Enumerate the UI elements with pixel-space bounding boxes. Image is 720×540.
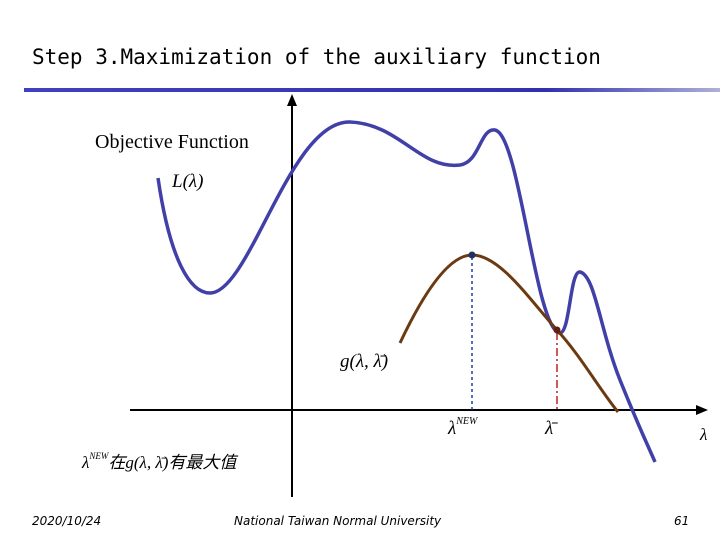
touch-point <box>553 326 561 334</box>
axis-label: λ <box>699 425 707 444</box>
note: λNEW在g(λ, λ̄)有最大值 <box>81 451 238 472</box>
arrow <box>696 405 708 415</box>
page-number: 61 <box>674 514 689 528</box>
lambda: λ <box>447 418 456 439</box>
lambda: λ <box>81 453 89 472</box>
objective-label: Objective Function <box>95 131 249 153</box>
max-point <box>468 251 476 259</box>
auxiliary-curve <box>398 253 620 413</box>
objective-curve <box>156 120 657 463</box>
lambda-bar-label: λ̄ <box>544 418 558 439</box>
footer-institution: National Taiwan Normal University <box>234 514 442 528</box>
title-rule <box>24 88 720 92</box>
arrow <box>287 94 297 106</box>
superscript: NEW <box>88 451 110 461</box>
footer-date: 2020/10/24 <box>32 514 101 528</box>
g-label: g(λ, λ̄) <box>340 351 388 372</box>
lambda-new-label: λNEW <box>447 416 479 439</box>
L-label: L(λ) <box>171 171 203 192</box>
note-text: 在g(λ, λ̄)有最大值 <box>108 453 238 472</box>
slide-title: Step 3.Maximization of the auxiliary fun… <box>32 45 601 69</box>
superscript: NEW <box>455 416 479 427</box>
